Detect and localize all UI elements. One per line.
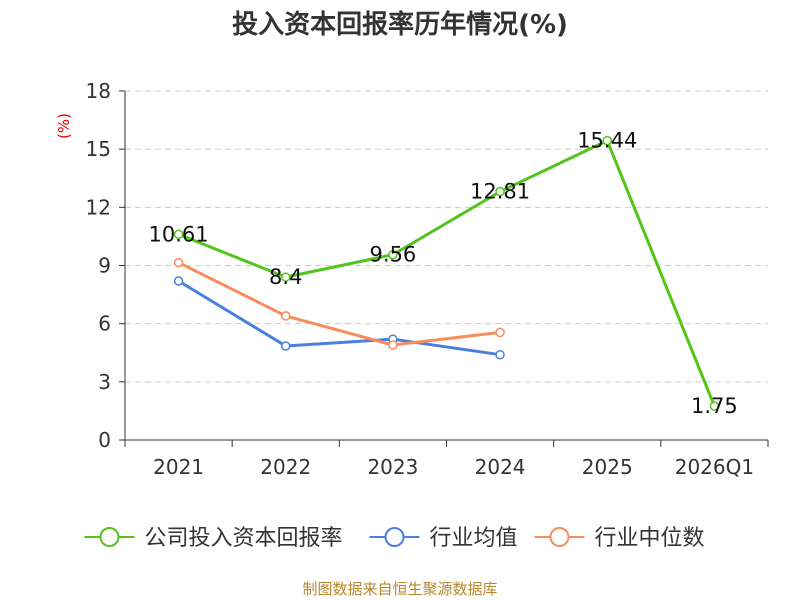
grid-lines [125,90,768,383]
y-tick-label: 15 [86,137,111,161]
data-point [495,349,505,360]
legend-item-2[interactable]: 行业均值 [369,526,518,551]
series-line-3 [177,261,501,347]
legend-label: 行业中位数 [595,526,705,551]
data-label: 12.81 [470,180,530,204]
legend-circle-icon [99,527,120,547]
data-point [388,249,398,260]
legend-label: 公司投入资本回报率 [145,526,343,551]
data-label: 9.56 [370,243,417,267]
x-tick-label: 2022 [260,455,311,479]
data-point [281,341,291,351]
legend-circle-icon [549,527,570,547]
x-tick-label: 2024 [475,455,526,479]
data-point [495,186,505,197]
data-point [602,135,612,146]
source-note: 制图数据来自恒生聚源数据库 [302,580,498,598]
y-tick-label: 3 [98,370,111,394]
x-tick-label: 2023 [367,455,418,479]
y-tick-label: 18 [86,79,111,103]
y-tick-label: 12 [86,195,111,219]
data-label: 15.44 [577,129,637,153]
data-label: 1.75 [691,394,738,418]
legend-circle-icon [384,527,405,547]
data-point [281,311,291,321]
legend: 公司投入资本回报率 行业均值 行业中位数 [84,526,705,551]
data-point [173,229,184,240]
data-label: 10.61 [149,222,209,246]
data-labels: 10.61 8.4 9.56 12.81 15.44 1.75 [149,129,738,418]
y-axis-label: (%) [55,113,73,139]
data-point [173,257,184,268]
legend-item-1[interactable]: 公司投入资本回报率 [84,526,343,551]
axes: 0 3 6 9 12 15 18 2021 2022 2023 2024 2025 2026Q1 (%) [55,79,769,479]
series-line-1 [178,139,716,407]
x-tick-label: 2025 [582,455,633,479]
data-point [173,276,184,286]
x-tick-label: 2021 [153,455,204,479]
y-tick-label: 6 [98,312,111,336]
data-label: 8.4 [269,265,302,289]
legend-label: 行业均值 [430,526,518,551]
data-point [495,327,505,338]
data-point [388,340,398,350]
data-point [281,272,291,282]
y-tick-label: 0 [98,428,111,452]
x-tick-label: 2026Q1 [675,455,754,479]
series-line-2 [177,279,501,357]
series-lines [173,135,720,411]
data-point [709,401,720,411]
legend-item-3[interactable]: 行业中位数 [534,526,705,551]
chart-title: 投入资本回报率历年情况(%) [232,10,568,40]
y-tick-label: 9 [98,254,111,278]
